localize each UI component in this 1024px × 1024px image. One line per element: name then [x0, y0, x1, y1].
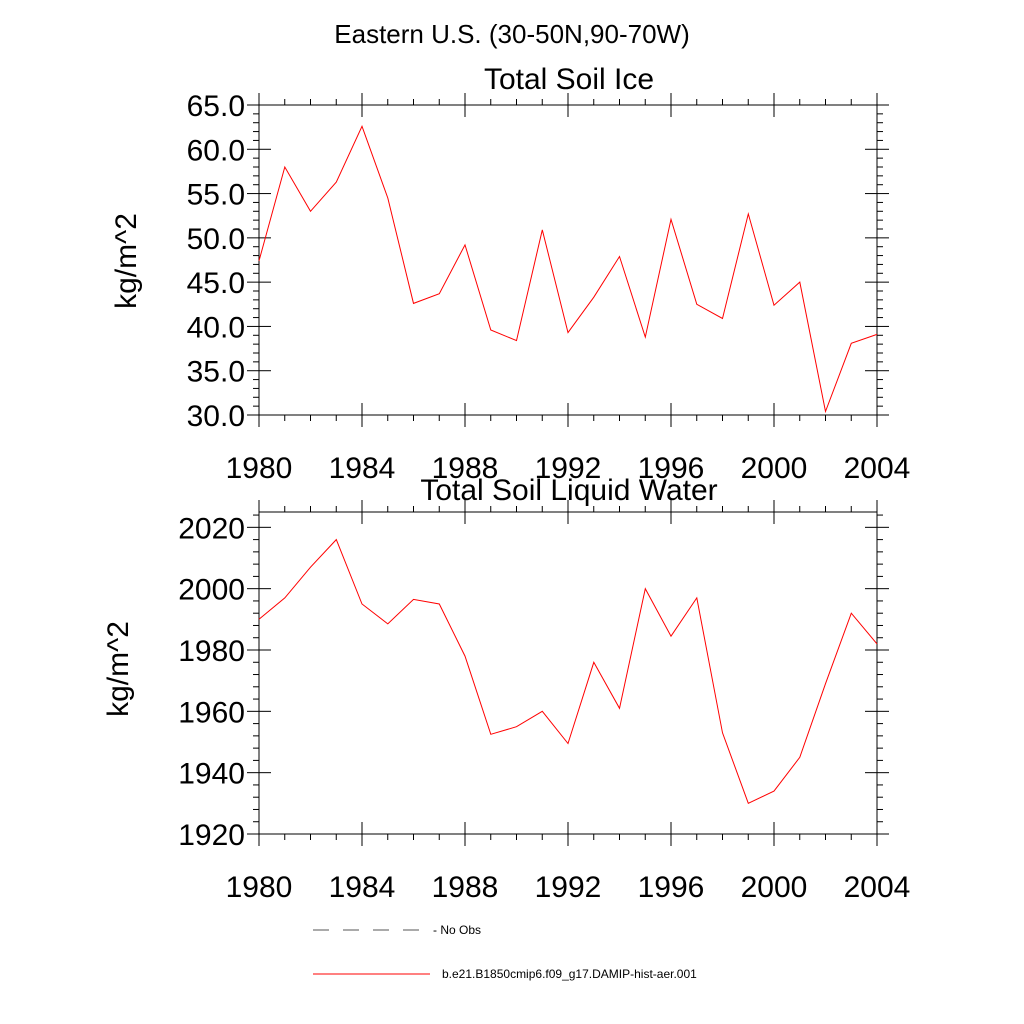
- series-line: [258, 538, 878, 804]
- y-axis-label: kg/m^2: [110, 213, 143, 309]
- panel-title: Total Soil Liquid Water: [420, 474, 717, 507]
- y-tick-label: 35.0: [187, 356, 245, 389]
- x-tick-label: 2000: [741, 871, 808, 904]
- y-tick-label: 60.0: [187, 134, 245, 167]
- panel-total-soil-liquid-water: Total Soil Liquid Water kg/m^2 1980 1984 1…: [102, 474, 910, 904]
- panel-title: Total Soil Ice: [484, 63, 654, 96]
- figure-suptitle: Eastern U.S. (30-50N,90-70W): [334, 19, 689, 49]
- panel-total-soil-ice: Total Soil Ice kg/m^2 1980 1984 1988 1992 19…: [110, 63, 910, 485]
- y-tick-label: 65.0: [187, 90, 245, 123]
- x-tick-label: 1984: [329, 871, 396, 904]
- x-tick-label: 1996: [638, 871, 705, 904]
- plot-frame: [258, 104, 878, 416]
- y-tick-label: 1960: [178, 696, 245, 729]
- series-line: [258, 124, 878, 414]
- legend: - No Obs b.e21.B1850cmip6.f09_g17.DAMIP-…: [313, 923, 697, 981]
- x-tick-label: 2004: [844, 871, 911, 904]
- y-tick-label: 50.0: [187, 223, 245, 256]
- y-tick-label: 45.0: [187, 267, 245, 300]
- y-tick-label: 55.0: [187, 179, 245, 212]
- y-tick-label: 1940: [178, 758, 245, 791]
- x-tick-label: 1992: [535, 452, 602, 485]
- x-tick-label: 1988: [432, 871, 499, 904]
- x-tick-label: 1980: [226, 871, 293, 904]
- x-tick-label: 1992: [535, 871, 602, 904]
- x-tick-label: 1984: [329, 452, 396, 485]
- y-axis-label: kg/m^2: [102, 621, 135, 717]
- y-tick-label: 30.0: [187, 400, 245, 433]
- y-tick-label: 2000: [178, 574, 245, 607]
- x-tick-label: 2000: [741, 452, 808, 485]
- legend-label-no-obs: - No Obs: [433, 923, 481, 937]
- x-tick-label: 1980: [226, 452, 293, 485]
- y-tick-label: 1920: [178, 819, 245, 852]
- plot-frame: [258, 511, 878, 835]
- y-tick-label: 40.0: [187, 311, 245, 344]
- x-tick-label: 1988: [432, 452, 499, 485]
- x-tick-label: 2004: [844, 452, 911, 485]
- y-tick-label: 1980: [178, 635, 245, 668]
- legend-label-model-run: b.e21.B1850cmip6.f09_g17.DAMIP-hist-aer.…: [442, 967, 697, 981]
- x-tick-label: 1996: [638, 452, 705, 485]
- y-tick-label: 2020: [178, 512, 245, 545]
